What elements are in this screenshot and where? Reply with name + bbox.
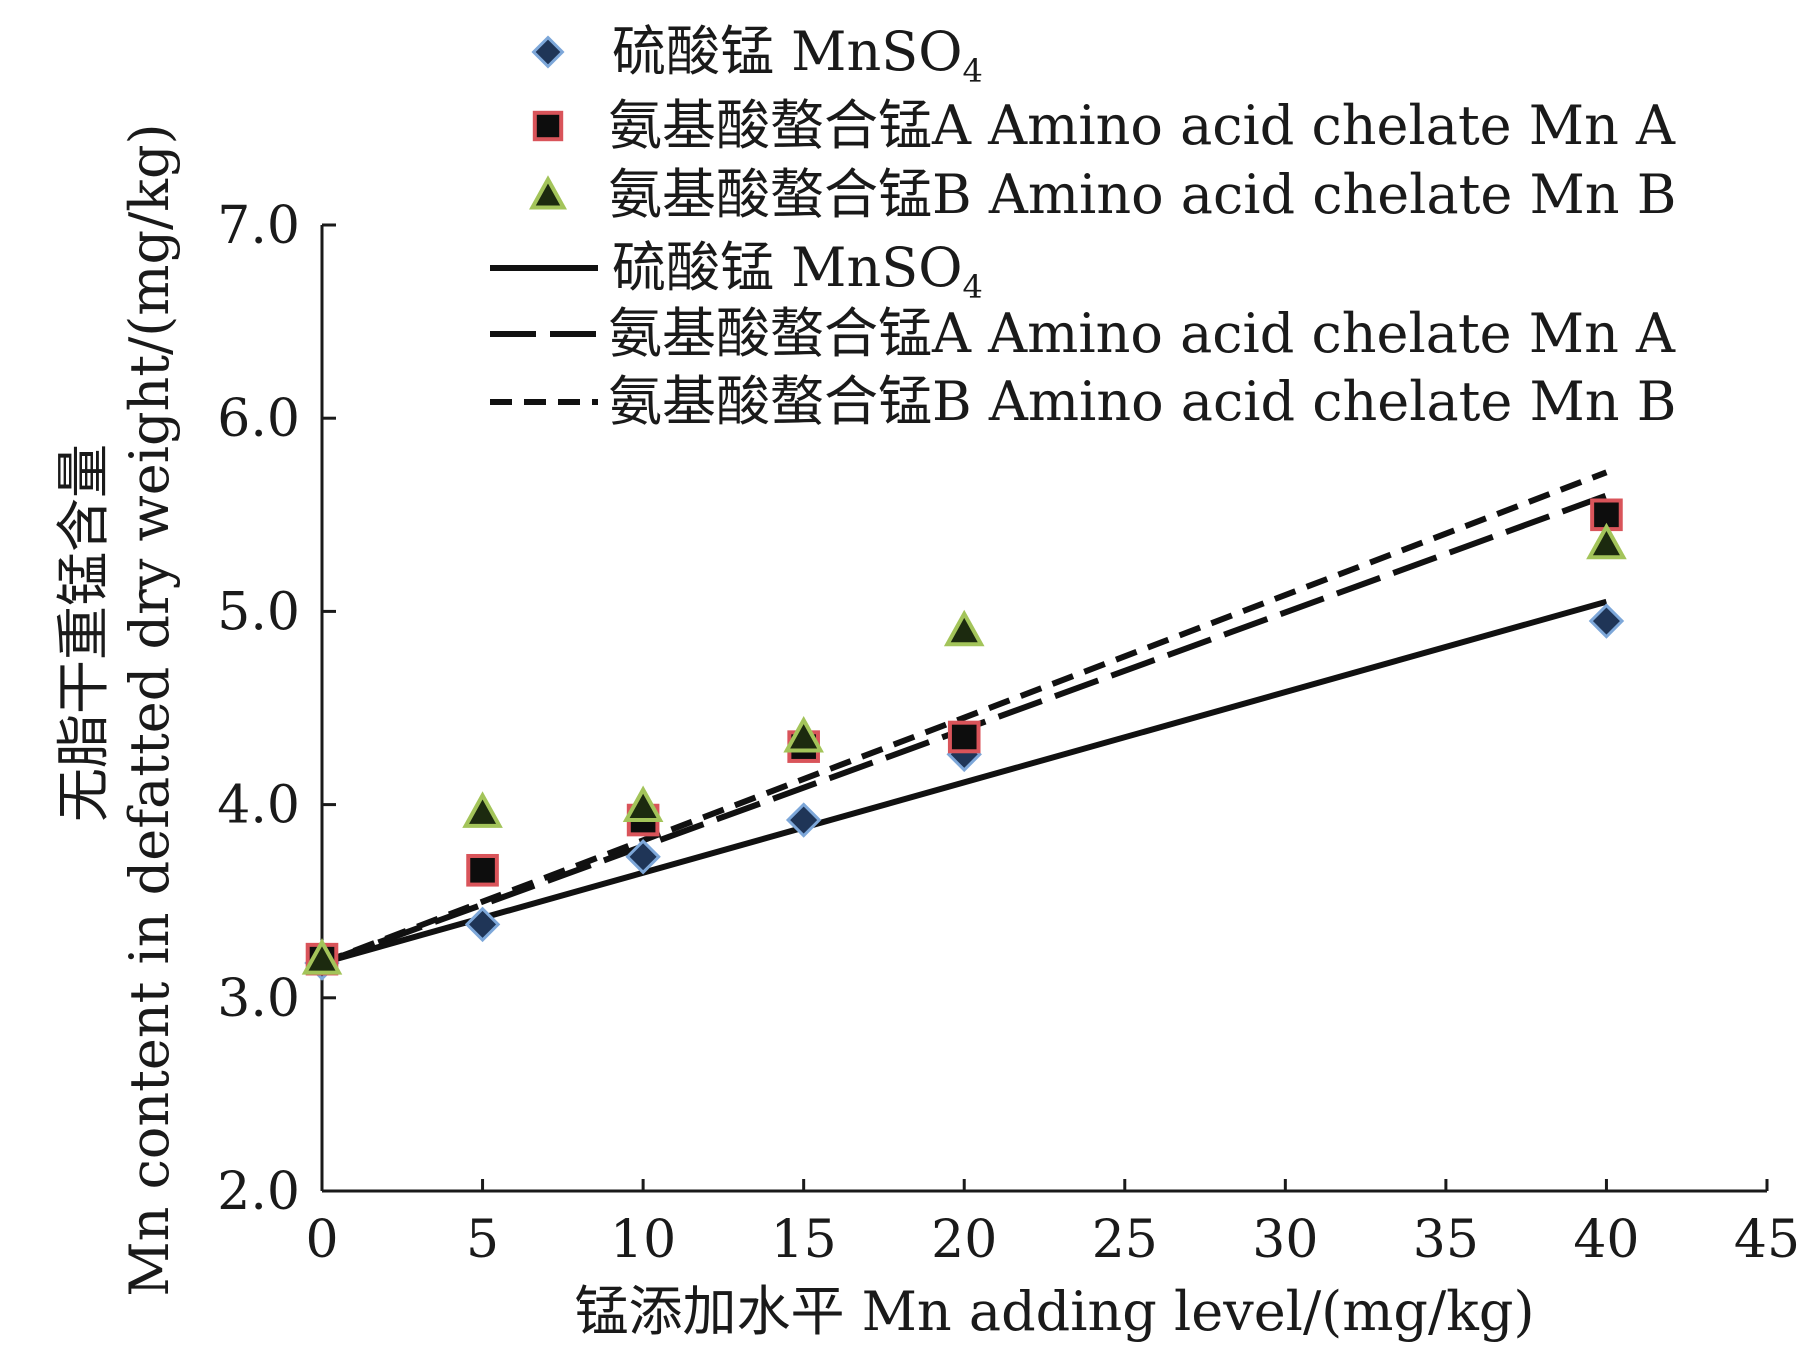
axes: 0 5 10 15 20 25 30 35 40 45 2.0 3.0 4.0 5.0 6.0 7.0: [217, 196, 1800, 1270]
data-point-triangle: [943, 609, 985, 647]
x-tick-label: 15: [771, 1210, 837, 1270]
trendlines: [320, 469, 1608, 966]
legend-label-square: 氨基酸螯合锰A Amino acid chelate Mn A: [608, 94, 1676, 157]
x-tick-label: 10: [610, 1210, 676, 1270]
trendline-short-dash: [320, 469, 1608, 966]
y-tick-label: 5.0: [217, 582, 300, 642]
data-point-square: [466, 853, 499, 887]
data-point-triangle: [1586, 522, 1627, 560]
x-tick-label: 20: [931, 1210, 997, 1270]
data-markers: [301, 498, 1627, 981]
x-axis-title: 锰添加水平 Mn adding level/(mg/kg): [574, 1280, 1534, 1343]
legend-marker-diamond: [531, 35, 565, 69]
y-axis-title-zh: 无脂干重锰含量: [52, 444, 115, 822]
x-tick-label: 40: [1573, 1210, 1639, 1270]
legend-label-triangle: 氨基酸螯合锰B Amino acid chelate Mn B: [608, 163, 1676, 226]
trendline-solid: [321, 598, 1608, 966]
y-tick-label: 7.0: [217, 196, 300, 256]
y-axis-title-en: Mn content in defatted dry weight/(mg/kg…: [118, 123, 181, 1296]
data-point-triangle: [462, 791, 503, 828]
x-tick-label: 0: [305, 1210, 338, 1270]
y-tick-label: 2.0: [217, 1162, 300, 1222]
x-tick-label: 5: [466, 1210, 499, 1270]
legend-marker-triangle: [529, 175, 567, 210]
data-point-diamond: [1588, 603, 1625, 639]
y-tick-label: 4.0: [217, 776, 300, 836]
data-point-triangle: [301, 938, 343, 975]
data-point-triangle: [783, 715, 824, 753]
legend-label-diamond: 硫酸锰 MnSO4: [612, 20, 983, 90]
legend-line-label-short-dash: 氨基酸螯合锰B Amino acid chelate Mn B: [608, 370, 1676, 433]
x-tick-label: 35: [1413, 1210, 1479, 1270]
legend-marker-square: [532, 110, 564, 142]
y-tick-label: 6.0: [217, 389, 300, 449]
legend-line-label-solid: 硫酸锰 MnSO4: [612, 236, 983, 306]
legend-line-label-long-dash: 氨基酸螯合锰A Amino acid chelate Mn A: [608, 302, 1676, 365]
data-point-square: [947, 720, 981, 754]
data-point-diamond: [464, 906, 501, 943]
x-tick-label: 30: [1252, 1210, 1318, 1270]
x-tick-label: 25: [1092, 1210, 1158, 1270]
x-tick-label: 45: [1734, 1210, 1800, 1270]
data-point-triangle: [622, 785, 664, 823]
axis-titles: 锰添加水平 Mn adding level/(mg/kg) 无脂干重锰含量 Mn…: [52, 123, 1535, 1343]
data-point-diamond: [785, 802, 822, 838]
data-point-diamond: [625, 839, 661, 875]
y-tick-label: 3.0: [217, 969, 300, 1029]
